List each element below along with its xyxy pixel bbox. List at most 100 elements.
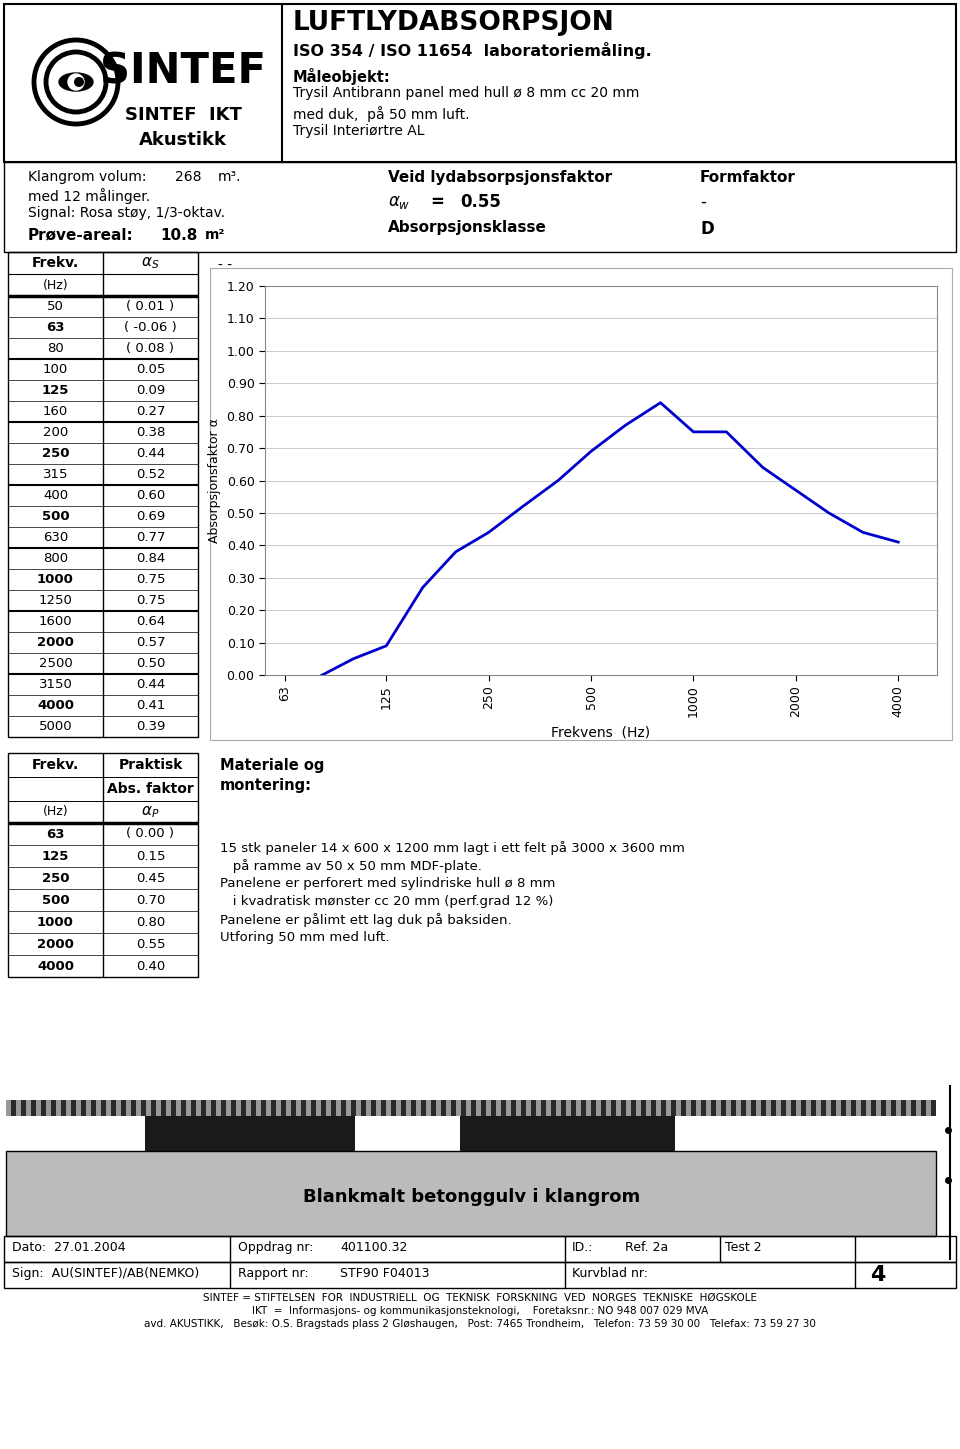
Bar <box>456 1100 461 1116</box>
Text: 0.44: 0.44 <box>136 678 165 691</box>
Bar <box>346 1100 351 1116</box>
Bar <box>206 1100 211 1116</box>
Bar <box>66 1100 71 1116</box>
Bar <box>266 1100 271 1116</box>
Text: Kurvblad nr:: Kurvblad nr: <box>572 1266 648 1279</box>
Text: 125: 125 <box>42 384 69 397</box>
Text: 0.45: 0.45 <box>135 871 165 884</box>
Text: 4000: 4000 <box>37 698 74 711</box>
Text: SINTEF  IKT: SINTEF IKT <box>125 106 241 125</box>
Text: 0.80: 0.80 <box>136 916 165 929</box>
Text: Abs. faktor: Abs. faktor <box>108 782 194 796</box>
Bar <box>396 1100 401 1116</box>
Bar <box>696 1100 701 1116</box>
Text: 500: 500 <box>41 510 69 523</box>
Bar <box>4 1236 956 1262</box>
Bar <box>566 1100 571 1116</box>
Bar <box>366 1100 371 1116</box>
Bar <box>226 1100 231 1116</box>
Text: ( 0.08 ): ( 0.08 ) <box>127 342 175 355</box>
Bar <box>776 1100 781 1116</box>
Bar <box>176 1100 181 1116</box>
Bar <box>636 1100 641 1116</box>
Text: $\alpha_w$: $\alpha_w$ <box>388 193 411 212</box>
Text: 500: 500 <box>41 894 69 907</box>
Bar <box>8 753 198 977</box>
Text: Ref. 2a: Ref. 2a <box>625 1240 668 1253</box>
Text: 0.05: 0.05 <box>135 364 165 375</box>
Text: Trysil Interiørtre AL: Trysil Interiørtre AL <box>293 125 424 138</box>
Bar <box>156 1100 161 1116</box>
Text: med duk,  på 50 mm luft.: med duk, på 50 mm luft. <box>293 106 469 122</box>
Text: Prøve-areal:: Prøve-areal: <box>28 227 133 243</box>
Bar <box>46 1100 51 1116</box>
Bar <box>146 1100 151 1116</box>
Text: 0.41: 0.41 <box>135 698 165 711</box>
Text: 401100.32: 401100.32 <box>340 1240 407 1253</box>
Text: 80: 80 <box>47 342 64 355</box>
Bar <box>626 1100 631 1116</box>
Text: 2000: 2000 <box>37 636 74 649</box>
Bar <box>606 1100 611 1116</box>
Bar <box>686 1100 691 1116</box>
Text: 0.38: 0.38 <box>135 426 165 439</box>
Circle shape <box>74 77 84 87</box>
Text: Praktisk: Praktisk <box>118 758 182 772</box>
Text: 0.57: 0.57 <box>135 636 165 649</box>
Text: ID.:: ID.: <box>572 1240 593 1253</box>
Text: 4: 4 <box>870 1265 885 1285</box>
Text: Absorpsjonsklasse: Absorpsjonsklasse <box>388 220 547 235</box>
Text: 0.09: 0.09 <box>136 384 165 397</box>
Text: 100: 100 <box>43 364 68 375</box>
Text: Rapport nr:: Rapport nr: <box>238 1266 308 1279</box>
Text: 3150: 3150 <box>38 678 72 691</box>
Text: 4000: 4000 <box>37 959 74 972</box>
Text: 315: 315 <box>43 468 68 481</box>
Bar <box>516 1100 521 1116</box>
Bar <box>736 1100 741 1116</box>
Bar <box>666 1100 671 1116</box>
Text: 0.27: 0.27 <box>135 406 165 417</box>
Bar <box>596 1100 601 1116</box>
Bar <box>106 1100 111 1116</box>
Text: 630: 630 <box>43 530 68 543</box>
Text: Dato:  27.01.2004: Dato: 27.01.2004 <box>12 1240 126 1253</box>
Text: 0.55: 0.55 <box>460 193 501 212</box>
Bar <box>486 1100 491 1116</box>
Bar <box>460 1116 675 1151</box>
Bar <box>526 1100 531 1116</box>
Bar <box>236 1100 241 1116</box>
Text: 2000: 2000 <box>37 938 74 951</box>
Bar <box>26 1100 31 1116</box>
Text: 268: 268 <box>175 170 202 184</box>
Bar <box>756 1100 761 1116</box>
Bar <box>8 252 198 738</box>
Bar <box>136 1100 141 1116</box>
Bar <box>576 1100 581 1116</box>
Bar <box>116 1100 121 1116</box>
Bar <box>656 1100 661 1116</box>
Text: (Hz): (Hz) <box>42 278 68 291</box>
Text: STF90 F04013: STF90 F04013 <box>340 1266 429 1279</box>
Text: Panelene er pålimt ett lag duk på baksiden.: Panelene er pålimt ett lag duk på baksid… <box>220 913 512 927</box>
Text: 10.8: 10.8 <box>160 227 198 243</box>
Bar <box>476 1100 481 1116</box>
Bar <box>906 1100 911 1116</box>
Text: Test 2: Test 2 <box>725 1240 761 1253</box>
Text: Veid lydabsorpsjonsfaktor: Veid lydabsorpsjonsfaktor <box>388 170 612 185</box>
Bar <box>96 1100 101 1116</box>
Text: $\alpha_S$: $\alpha_S$ <box>141 255 159 271</box>
Text: montering:: montering: <box>220 778 312 793</box>
Text: -: - <box>700 193 706 212</box>
Bar <box>36 1100 41 1116</box>
Bar <box>196 1100 201 1116</box>
Bar <box>86 1100 91 1116</box>
Bar <box>676 1100 681 1116</box>
Bar <box>536 1100 541 1116</box>
Text: (Hz): (Hz) <box>42 806 68 819</box>
Bar <box>286 1100 291 1116</box>
Bar <box>586 1100 591 1116</box>
Text: Utforing 50 mm med luft.: Utforing 50 mm med luft. <box>220 932 390 943</box>
Bar <box>926 1100 931 1116</box>
Text: 63: 63 <box>46 322 64 335</box>
